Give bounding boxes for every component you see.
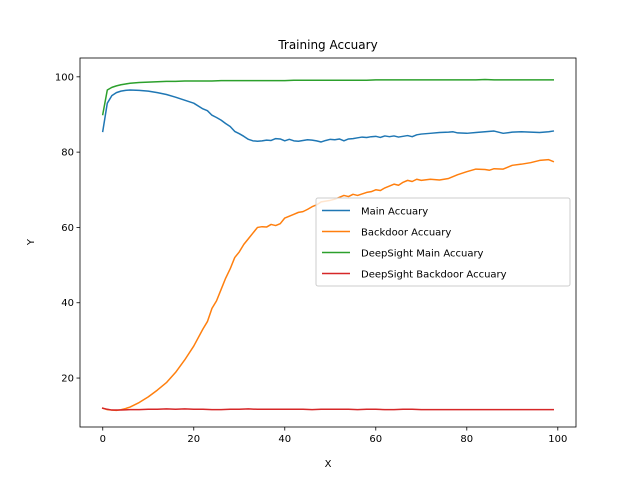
legend: Main Accuary Backdoor Accuary DeepSight Ma…	[315, 197, 571, 287]
x-tick-label-4: 80	[460, 434, 473, 445]
legend-label-0: Main Accuary	[361, 207, 428, 218]
series-line-3	[101, 407, 554, 411]
legend-label-1: Backdoor Accuary	[361, 228, 451, 239]
y-tick-label-3: 80	[61, 148, 74, 159]
x-axis-label: X	[325, 459, 332, 470]
axes-frame	[79, 57, 577, 428]
legend-label-3: DeepSight Backdoor Accuary	[361, 270, 507, 281]
x-tick-label-5: 100	[548, 434, 567, 445]
y-tick-label-4: 100	[55, 72, 74, 83]
series-line-2	[101, 78, 554, 116]
x-tick-label-0: 0	[100, 434, 106, 445]
legend-label-2: DeepSight Main Accuary	[361, 249, 484, 260]
y-axis-label: Y	[26, 238, 37, 246]
y-tick-label-1: 40	[61, 298, 74, 309]
x-tick-label-2: 40	[278, 434, 291, 445]
legend-box	[315, 197, 571, 287]
series-line-0	[101, 89, 555, 143]
chart-title: Training Accuary	[277, 38, 377, 52]
x-tick-label-3: 60	[369, 434, 382, 445]
y-tick-label-0: 20	[61, 374, 74, 385]
x-tick-label-1: 20	[187, 434, 200, 445]
y-tick-label-2: 60	[61, 223, 74, 234]
